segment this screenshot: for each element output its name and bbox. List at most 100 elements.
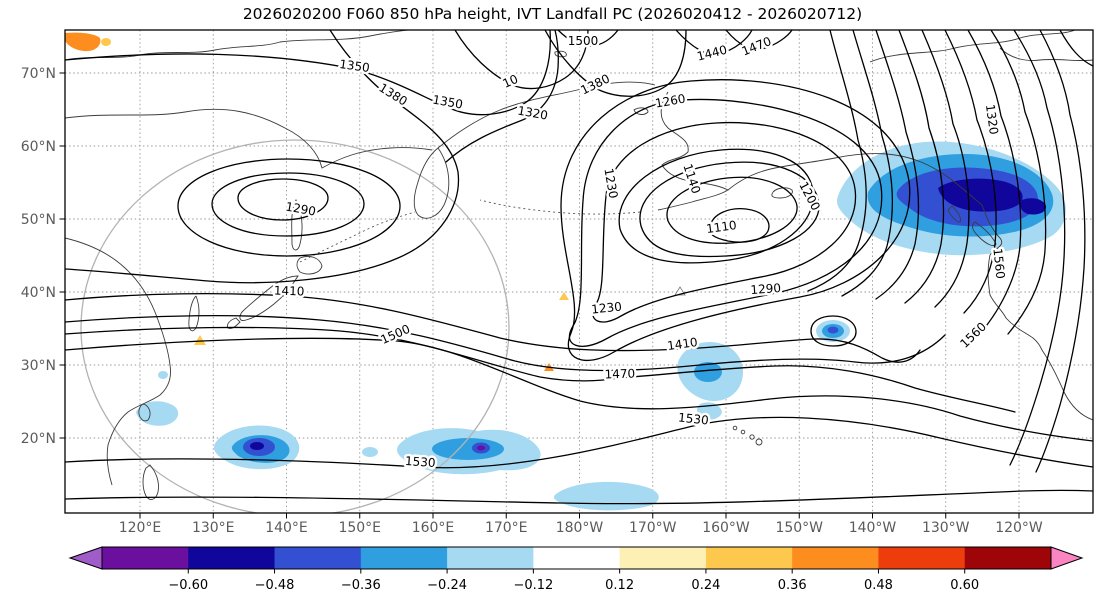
x-tick-label: 130°W <box>922 520 970 536</box>
contour-label: 1230 <box>601 167 620 200</box>
height-contours <box>65 30 1093 505</box>
coast-arctic-siberia <box>65 30 409 61</box>
y-tick-label: 70°N <box>21 66 56 82</box>
shade-tropics-west-navy <box>250 442 264 450</box>
coast-philippines <box>142 464 159 500</box>
y-axis-ticks: 70°N 60°N 50°N 40°N 30°N 20°N <box>21 66 65 447</box>
colorbar-segment <box>188 547 276 569</box>
coast-alaska-south <box>727 153 983 206</box>
shade-spot-low-royal <box>827 326 839 334</box>
contour-label: 1200 <box>796 179 823 213</box>
x-tick-label: 130°E <box>192 520 235 536</box>
coast-haida-gwaii <box>947 205 961 223</box>
contour-label: 1530 <box>405 454 436 470</box>
shade-gulf-alaska-navy <box>938 178 1023 212</box>
contour-label: 1350 <box>431 93 464 112</box>
shade-tropics-central-purple <box>477 445 485 451</box>
contour-label: 1470 <box>604 366 635 381</box>
colorbar-tick-label: 0.36 <box>778 578 807 593</box>
x-tick-label: 140°E <box>265 520 308 536</box>
colorbar-outline <box>101 546 1052 570</box>
x-tick-label: 140°W <box>849 520 897 536</box>
coastlines <box>65 30 1093 500</box>
colorbar-segment <box>360 547 448 569</box>
x-axis-ticks: 120°E 130°E 140°E 150°E 160°E 170°E 180°W 170°W… <box>119 513 1043 536</box>
coast-hokkaido <box>296 255 323 275</box>
colorbar-tick-label: 0.48 <box>864 578 893 593</box>
coast-kamchatka <box>413 147 450 219</box>
x-tick-label: 120°E <box>119 520 162 536</box>
contour-label: 1500 <box>568 34 599 48</box>
contour-label: 1260 <box>654 92 687 111</box>
coast-vancouver-island <box>972 221 997 247</box>
colorbar-segment <box>533 547 621 569</box>
coast-kyushu <box>227 317 241 329</box>
colorbar-segment <box>878 547 966 569</box>
contour-label: 1470 <box>740 34 774 58</box>
coast-kodiak-island <box>771 187 793 199</box>
contour-label: 1530 <box>677 410 709 427</box>
colorbar-tick-label: 0.24 <box>691 578 720 593</box>
colorbar-tick-label: −0.12 <box>513 578 553 593</box>
shade-mark-yellow-2 <box>559 292 569 300</box>
grid-lines <box>65 30 1093 513</box>
coast-chukotka <box>437 81 656 149</box>
x-tick-label: 120°W <box>995 520 1043 536</box>
shade-philippine-sea-speck <box>158 371 168 379</box>
colorbar-tick-label: −0.48 <box>255 578 295 593</box>
shade-tropics-speck <box>362 447 378 457</box>
colorbar-segment <box>447 547 534 569</box>
coast-west-coast <box>981 204 1093 421</box>
colorbar-tick-label: 0.12 <box>605 578 634 593</box>
y-tick-label: 20°N <box>21 431 56 447</box>
colorbar-segment <box>792 547 879 569</box>
x-tick-label: 160°W <box>702 520 750 536</box>
coast-aleutians <box>479 199 641 215</box>
contour-label: 1560 <box>990 248 1007 280</box>
shade-tropics-central-medium <box>432 438 504 460</box>
shade-gulf-alaska-navy-2 <box>1020 198 1047 215</box>
colorbar: −0.60 −0.48 −0.36 −0.24 −0.12 0.12 0.24 0.36 0.4… <box>68 546 1084 593</box>
figure-title: 2026020200 F060 850 hPa height, IVT Land… <box>242 5 863 23</box>
coast-korea <box>188 295 200 332</box>
x-tick-label: 170°E <box>485 520 528 536</box>
x-tick-label: 180°W <box>556 520 604 536</box>
contour-label: 1230 <box>591 299 623 316</box>
contour-label: 1320 <box>516 104 549 123</box>
y-tick-label: 60°N <box>21 139 56 155</box>
colorbar-tick-label: −0.60 <box>168 578 208 593</box>
colorbar-tick-label: −0.36 <box>341 578 381 593</box>
contour-label: 1290 <box>750 281 781 297</box>
coast-hawaii <box>732 425 763 446</box>
colorbar-tick-label: −0.24 <box>427 578 467 593</box>
contour-label: 10 <box>501 72 521 91</box>
contour-label: 1560 <box>957 319 989 350</box>
y-tick-label: 30°N <box>21 358 56 374</box>
coast-st-lawrence-island <box>633 107 649 115</box>
coast-honshu <box>239 275 299 321</box>
colorbar-over-arrow <box>1050 546 1084 570</box>
colorbar-under-arrow <box>68 546 103 570</box>
colorbar-segment <box>274 547 362 569</box>
x-tick-label: 150°E <box>338 520 381 536</box>
y-tick-label: 40°N <box>21 285 56 301</box>
shade-siberia-positive-2 <box>101 38 111 46</box>
colorbar-segment <box>964 547 1052 569</box>
contour-label: 1500 <box>379 322 413 347</box>
coast-arctic-america-2 <box>999 47 1093 62</box>
colorbar-segment <box>102 547 189 569</box>
contour-label: 1350 <box>338 57 370 75</box>
shade-siberia-positive <box>65 32 101 52</box>
colorbar-segment <box>705 547 793 569</box>
shade-tropics-dateline-medium <box>694 362 722 382</box>
coast-sakhalin <box>291 198 303 251</box>
coast-arctic-america <box>869 30 1076 63</box>
contour-label: 1290 <box>284 200 317 219</box>
coast-taiwan <box>138 403 151 422</box>
coast-siberia <box>65 108 433 169</box>
contour-label: 1410 <box>274 283 305 298</box>
contour-label: 1320 <box>983 103 1001 135</box>
